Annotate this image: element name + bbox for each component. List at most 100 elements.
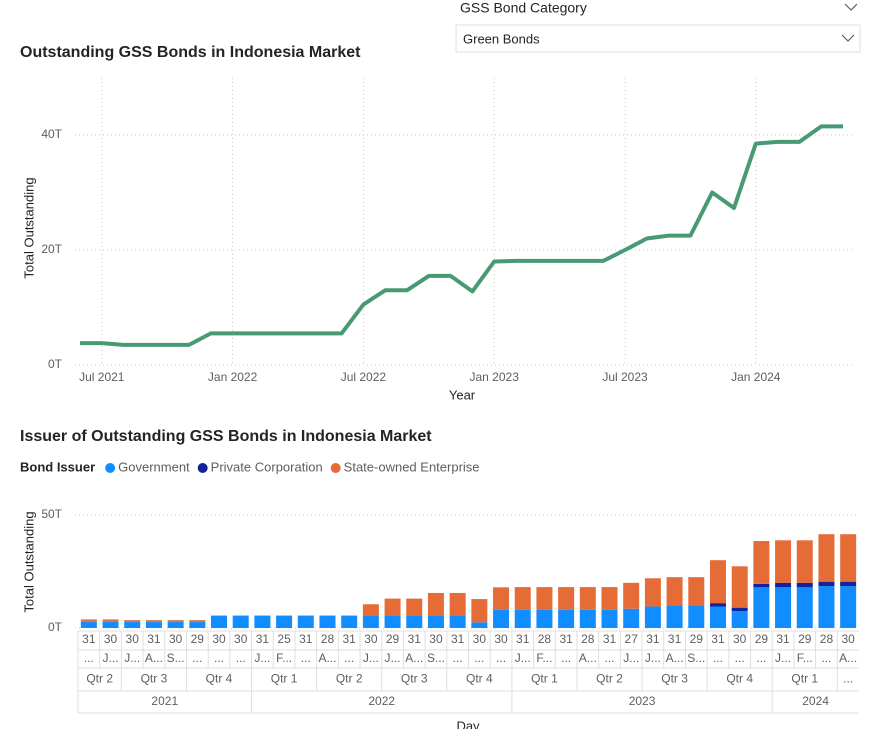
x-group-label: Qtr 3 <box>401 672 428 686</box>
slicer-title: GSS Bond Category <box>460 0 587 16</box>
bar-segment <box>731 607 748 612</box>
x-tick-label: A... <box>145 651 163 665</box>
x-group-label: Qtr 4 <box>726 672 753 686</box>
bar-segment <box>536 609 553 628</box>
bar-segment <box>709 606 726 628</box>
x-tick-label: J... <box>645 651 661 665</box>
x-tick-label: 31 <box>343 632 357 646</box>
bar-segment <box>189 621 206 628</box>
x-tick-label: 30 <box>169 632 183 646</box>
bar-segment <box>189 620 206 622</box>
bar-segment <box>579 609 596 628</box>
x-tick-label: 30 <box>126 632 140 646</box>
legend-item[interactable]: Private Corporation <box>197 459 323 474</box>
bar-segment <box>80 619 97 622</box>
bar-segment <box>319 615 336 628</box>
dropdown-chevron[interactable] <box>841 34 855 42</box>
x-tick-label: J... <box>363 651 379 665</box>
slicer-chevron[interactable] <box>844 3 858 11</box>
x-tick-label: 30 <box>429 632 443 646</box>
x-tick-label: 29 <box>755 632 769 646</box>
bar-segment <box>818 581 835 587</box>
legend-marker <box>197 463 208 473</box>
x-tick-label: 30 <box>494 632 508 646</box>
bar-segment <box>406 615 423 628</box>
x-tick-label: Jan 2024 <box>731 370 781 384</box>
y-tick-label: 20T <box>41 242 62 256</box>
x-tick-label: ... <box>474 651 484 665</box>
legend-item[interactable]: State-owned Enterprise <box>330 459 480 474</box>
x-tick-label: S... <box>687 651 705 665</box>
bar-segment <box>601 609 618 628</box>
x-group-label: Qtr 3 <box>141 672 168 686</box>
x-tick-label: ... <box>713 651 723 665</box>
bar-segment <box>449 592 466 616</box>
bar-segment <box>384 598 401 616</box>
x-tick-label: 31 <box>82 632 96 646</box>
x-tick-label: 31 <box>559 632 573 646</box>
x-group-label: Qtr 1 <box>271 672 298 686</box>
x-tick-label: 30 <box>212 632 226 646</box>
x-axis-title: Day <box>456 718 480 729</box>
x-tick-label: Jan 2022 <box>208 370 258 384</box>
bar-segment <box>731 611 748 628</box>
x-tick-label: ... <box>214 651 224 665</box>
x-tick-label: 29 <box>690 632 704 646</box>
x-tick-label: ... <box>821 651 831 665</box>
x-tick-label: 31 <box>408 632 422 646</box>
bar-segment <box>818 586 835 628</box>
x-group-label: Qtr 4 <box>206 672 233 686</box>
bar-segment <box>753 583 770 588</box>
slicer-dropdown[interactable] <box>455 24 861 53</box>
bar-segment <box>753 540 770 584</box>
x-tick-label: 31 <box>668 632 682 646</box>
bar-segment <box>362 616 379 628</box>
y-tick-label: 0T <box>48 620 63 634</box>
y-axis-title: Total Outstanding <box>21 177 36 278</box>
x-tick-label: ... <box>756 651 766 665</box>
bar-segment <box>558 609 575 628</box>
legend-title: Bond Issuer <box>20 459 95 474</box>
x-tick-label: 27 <box>625 632 639 646</box>
bar-segment <box>124 621 141 628</box>
bar-segment <box>840 586 857 628</box>
x-tick-label: ... <box>496 651 506 665</box>
x-tick-label: J... <box>623 651 639 665</box>
y-tick-label: 40T <box>41 127 62 141</box>
x-tick-label: 31 <box>603 632 617 646</box>
bar-segment <box>406 598 423 616</box>
slicer[interactable]: GSS Bond Category Green Bonds <box>455 0 861 53</box>
x-tick-label: S... <box>427 651 445 665</box>
x-tick-label: 31 <box>516 632 530 646</box>
x-tick-label: F... <box>797 651 813 665</box>
x-tick-label: 30 <box>733 632 747 646</box>
x-tick-label: Jul 2022 <box>341 370 387 384</box>
x-tick-label: S... <box>167 651 185 665</box>
x-tick-label: F... <box>276 651 292 665</box>
y-tick-label: 0T <box>48 357 63 371</box>
x-tick-label: ... <box>192 651 202 665</box>
bar-segment <box>232 615 249 628</box>
bar-segment <box>536 587 553 610</box>
x-tick-label: J... <box>775 651 791 665</box>
bar-segment <box>796 540 813 583</box>
legend-label: State-owned Enterprise <box>344 459 480 474</box>
x-tick-label: J... <box>254 651 270 665</box>
x-tick-label: A... <box>839 651 857 665</box>
bar-segment <box>145 620 162 622</box>
legend-label: Government <box>118 459 190 474</box>
bar-segment <box>753 587 770 628</box>
bar-segment <box>579 587 596 610</box>
legend-item[interactable]: Government <box>105 459 190 474</box>
x-tick-label: 31 <box>147 632 161 646</box>
bar-segment <box>102 619 119 622</box>
x-tick-label: ... <box>236 651 246 665</box>
bar-segment <box>471 622 488 628</box>
bar-segment <box>601 587 618 610</box>
x-tick-label: 30 <box>473 632 487 646</box>
x-group-label: 2023 <box>629 694 656 708</box>
x-group-label: ... <box>843 672 853 686</box>
y-tick-label: 50T <box>41 507 62 521</box>
